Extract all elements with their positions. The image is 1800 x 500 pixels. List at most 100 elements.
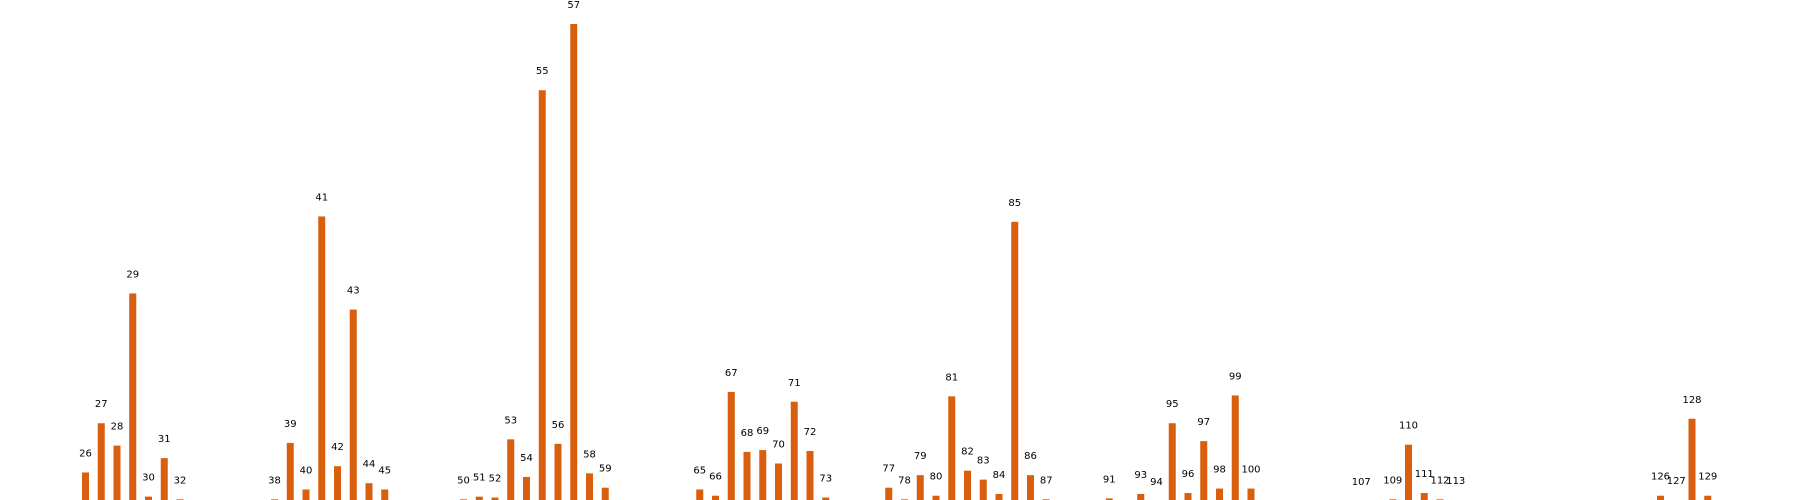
bar-29 [129,293,137,500]
bar-label-68: 68 [741,428,754,439]
bar-83 [979,479,987,500]
bar-label-128: 128 [1682,395,1701,406]
bar-label-44: 44 [363,459,376,470]
bar-label-100: 100 [1241,465,1260,476]
bar-label-109: 109 [1383,475,1402,486]
bar-79 [916,475,924,500]
bar-label-38: 38 [268,475,281,486]
bar-55 [538,90,546,500]
bar-93 [1137,493,1145,500]
bar-label-98: 98 [1213,465,1226,476]
bar-28 [113,445,121,500]
bar-label-45: 45 [378,465,391,476]
bar-label-39: 39 [284,419,297,430]
bar-label-87: 87 [1040,475,1053,486]
bar-label-110: 110 [1399,421,1418,432]
bar-111 [1420,493,1428,500]
bar-label-29: 29 [126,269,139,280]
bar-label-43: 43 [347,286,360,297]
bar-label-112: 112 [1430,475,1449,486]
bar-98 [1216,488,1223,500]
bar-label-30: 30 [142,473,155,484]
bar-label-67: 67 [725,368,738,379]
bar-30 [145,496,152,500]
bar-26 [82,472,89,500]
bar-73 [822,497,830,500]
bar-43 [349,309,357,500]
bar-42 [334,466,341,500]
bar-label-77: 77 [882,464,895,475]
bar-label-111: 111 [1415,469,1434,480]
bar-label-83: 83 [977,456,990,467]
bar-40 [302,489,310,500]
bar-67 [727,391,735,500]
bar-31 [160,458,168,500]
bar-label-42: 42 [331,442,344,453]
bar-label-58: 58 [583,449,596,460]
bar-label-55: 55 [536,66,549,77]
bar-41 [318,216,326,500]
bar-65 [696,489,704,500]
bar-66 [712,495,719,500]
bar-129 [1704,495,1712,500]
bar-label-84: 84 [993,470,1006,481]
bar-label-99: 99 [1229,371,1242,382]
bar-label-80: 80 [930,472,943,483]
bar-label-107: 107 [1352,477,1371,488]
bar-label-27: 27 [95,399,108,410]
bar-label-95: 95 [1166,399,1179,410]
bar-label-71: 71 [788,378,801,389]
bar-77 [885,487,893,500]
bar-series [82,24,1712,500]
bar-label-50: 50 [457,475,470,486]
bar-56 [554,443,562,500]
bar-label-127: 127 [1667,476,1686,487]
bar-99 [1231,395,1239,500]
bar-label-31: 31 [158,434,171,445]
bar-label-59: 59 [599,464,612,475]
bar-label-66: 66 [709,472,722,483]
bar-69 [759,450,767,500]
bar-58 [586,473,593,500]
bar-51 [475,496,483,500]
bar-label-113: 113 [1446,476,1465,487]
bar-label-91: 91 [1103,474,1116,485]
bar-label-32: 32 [174,475,187,486]
bar-label-56: 56 [552,420,565,431]
bar-97 [1200,441,1208,500]
bar-54 [523,476,530,500]
bar-label-72: 72 [804,427,817,438]
bar-39 [286,442,294,500]
bar-27 [97,423,105,500]
bar-44 [365,483,373,500]
bar-label-51: 51 [473,473,486,484]
bar-85 [1011,221,1019,500]
bar-label-129: 129 [1698,472,1717,483]
bar-label-94: 94 [1150,477,1163,488]
bar-80 [932,495,940,500]
bar-label-53: 53 [504,415,517,426]
bar-label-26: 26 [79,448,92,459]
bar-52 [491,497,499,500]
bar-59 [601,487,609,500]
bar-label-78: 78 [898,475,911,486]
bar-label-81: 81 [945,372,958,383]
bar-84 [995,493,1003,500]
bar-71 [790,401,798,500]
bar-86 [1027,475,1034,500]
bar-label-73: 73 [819,474,832,485]
bar-96 [1184,493,1192,500]
bar-label-97: 97 [1197,417,1210,428]
bar-label-96: 96 [1182,469,1195,480]
bar-110 [1405,444,1412,500]
bar-72 [806,450,814,500]
bar-label-93: 93 [1134,470,1147,481]
bar-95 [1168,423,1176,500]
bar-91 [1105,498,1113,500]
bar-70 [775,463,782,500]
bar-45 [381,489,389,500]
bar-57 [570,24,578,500]
bar-label-28: 28 [111,422,124,433]
bar-label-57: 57 [567,0,580,11]
